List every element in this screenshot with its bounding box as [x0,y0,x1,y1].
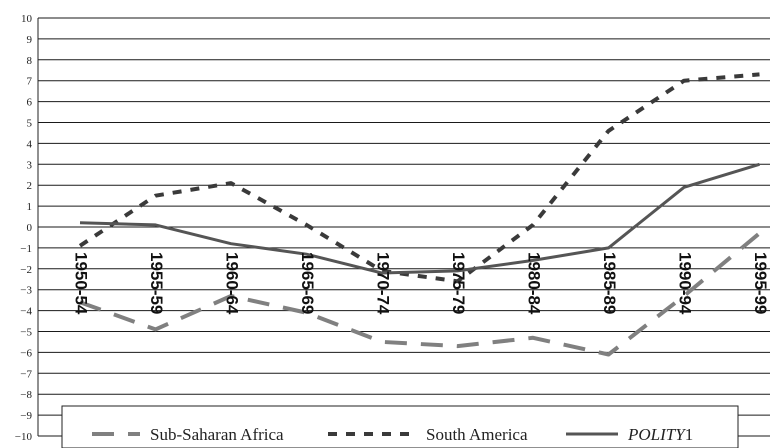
y-tick-label: 8 [27,55,33,67]
x-tick-label: 1990-94 [676,252,695,315]
y-tick-label: 10 [21,13,33,25]
legend-box [61,405,739,448]
grid-lines [38,17,770,437]
y-tick-label: −4 [20,306,32,318]
legend-label: South America [426,425,528,444]
x-tick-label: 1980-84 [525,252,544,315]
y-tick-label: −8 [20,389,32,401]
y-tick-label: 9 [27,34,33,46]
x-tick-label: 1970-74 [374,252,393,315]
series-line [79,162,760,275]
y-tick-label: 2 [27,180,33,192]
y-tick-label: −9 [20,410,32,422]
y-tick-label: 7 [27,76,33,88]
y-tick-label: −7 [20,368,32,380]
legend-label: POLITY1 [627,425,693,444]
y-tick-label: −1 [20,243,32,255]
x-tick-label: 1995-99 [751,252,770,314]
y-tick-label: 0 [27,222,33,234]
x-tick-label: 1975-79 [449,252,468,314]
y-tick-label: 5 [27,118,33,130]
y-tick-label: 4 [27,138,33,150]
series-line [78,72,760,284]
x-tick-label: 1960-64 [223,252,242,315]
x-tick-label: 1985-89 [600,252,619,314]
y-tick-label: −10 [15,431,33,443]
series-line [79,231,761,357]
y-tick-label: 6 [27,97,33,109]
x-tick-label: 1950-54 [72,252,91,315]
y-tick-label: 3 [27,159,33,171]
legend: Sub-Saharan Africa South America POLITY1 [61,405,739,448]
y-tick-label: −6 [20,347,32,359]
x-tick-labels: 1950-54 1955-59 1960-64 1965-69 1970-74 1975-… [72,252,770,315]
legend-label: Sub-Saharan Africa [150,425,284,444]
y-tick-label: −3 [20,285,32,297]
y-tick-label: 1 [27,201,33,213]
series-lines [78,72,761,357]
y-tick-label: −5 [20,327,32,339]
x-tick-label: 1955-59 [147,252,166,314]
x-tick-label: 1965-69 [298,252,317,314]
y-tick-label: −2 [20,264,32,276]
